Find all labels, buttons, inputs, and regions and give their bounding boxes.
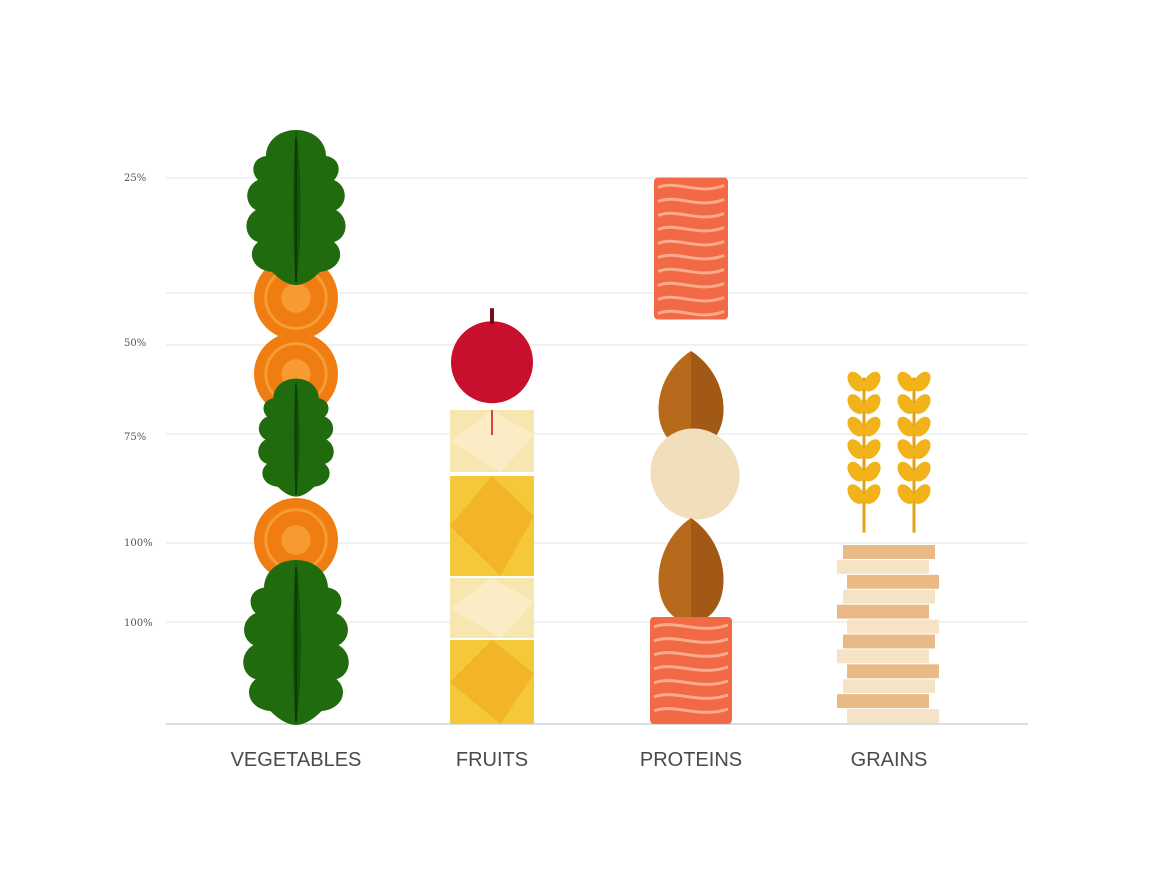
category-label: PROTEINS bbox=[640, 749, 742, 771]
bar-grains bbox=[837, 371, 939, 723]
carrot-slice-icon bbox=[254, 256, 338, 340]
fruit-piece-icon bbox=[450, 578, 534, 638]
wheat-stalk-icon bbox=[897, 371, 931, 533]
bread-slice-icon bbox=[847, 574, 939, 589]
bar-fruits bbox=[450, 308, 534, 724]
wheat-stalk-icon bbox=[847, 371, 881, 533]
bar-proteins bbox=[650, 177, 740, 724]
category-label: VEGETABLES bbox=[231, 749, 362, 771]
y-tick-label: 50% bbox=[124, 338, 146, 349]
y-tick-label: 75% bbox=[124, 432, 146, 443]
bread-slice-icon bbox=[843, 545, 935, 559]
bar-vegetables bbox=[243, 130, 349, 725]
bread-slice-icon bbox=[843, 589, 935, 604]
leaf-icon bbox=[258, 378, 334, 497]
fruit-piece-icon bbox=[450, 476, 534, 576]
bread-slice-icon bbox=[843, 679, 935, 694]
bars bbox=[243, 130, 939, 725]
y-axis-ticks: 25% 50% 75% 100% 100% bbox=[124, 173, 153, 629]
leaf-icon bbox=[246, 130, 346, 285]
bread-slice-icon bbox=[837, 694, 929, 709]
leaf-icon bbox=[243, 559, 349, 725]
carrot-slice-icon bbox=[254, 498, 338, 582]
bread-slice-icon bbox=[837, 649, 929, 664]
bread-slice-icon bbox=[837, 559, 929, 574]
category-label: FRUITS bbox=[456, 749, 528, 771]
fruit-piece-icon bbox=[450, 640, 534, 724]
salmon-fillet-icon bbox=[654, 177, 728, 320]
almond-icon bbox=[658, 518, 724, 622]
y-tick-label: 100% bbox=[124, 538, 153, 549]
x-axis-labels: VEGETABLES FRUITS PROTEINS GRAINS bbox=[231, 749, 928, 771]
category-label: GRAINS bbox=[851, 749, 928, 771]
y-tick-label: 25% bbox=[124, 173, 146, 184]
apple-icon bbox=[451, 308, 533, 404]
salmon-fillet-icon bbox=[650, 617, 732, 724]
bread-slice-icon bbox=[847, 664, 939, 679]
almond-icon bbox=[658, 351, 724, 449]
nut-light-icon bbox=[650, 428, 740, 520]
bread-slice-icon bbox=[847, 619, 939, 634]
y-tick-label: 100% bbox=[124, 618, 153, 629]
bread-slice-icon bbox=[837, 604, 929, 619]
bread-slice-icon bbox=[843, 634, 935, 649]
bread-slice-icon bbox=[847, 709, 939, 723]
